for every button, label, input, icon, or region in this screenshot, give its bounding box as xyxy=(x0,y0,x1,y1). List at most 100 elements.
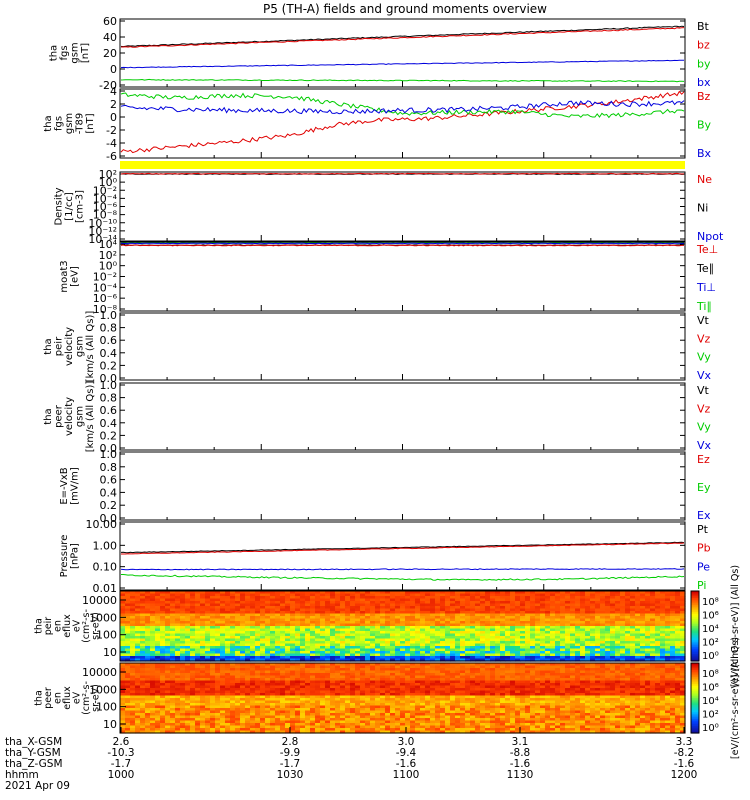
spectrogram-cell xyxy=(210,703,216,707)
spectrogram-cell xyxy=(420,611,426,615)
spectrogram-cell xyxy=(240,616,246,620)
spectrogram-cell xyxy=(165,670,171,674)
spectrogram-cell xyxy=(130,703,136,707)
spectrogram-cell xyxy=(285,710,291,714)
spectrogram-cell xyxy=(245,653,251,657)
spectrogram-cell xyxy=(275,633,281,637)
spectrogram-cell xyxy=(615,636,621,640)
spectrogram-cell xyxy=(260,596,266,600)
spectrogram-cell xyxy=(555,646,561,650)
spectrogram-cell xyxy=(295,723,301,727)
spectrogram-cell xyxy=(550,636,556,640)
spectrogram-cell xyxy=(275,705,281,709)
spectrogram-cell xyxy=(410,648,416,652)
spectrogram-cell xyxy=(300,618,306,622)
spectrogram-cell xyxy=(190,693,196,697)
spectrogram-cell xyxy=(190,708,196,712)
spectrogram-cell xyxy=(660,643,666,647)
spectrogram-cell xyxy=(450,636,456,640)
spectrogram-cell xyxy=(220,613,226,617)
y-axis-label: fgs xyxy=(54,116,65,131)
spectrogram-cell xyxy=(635,591,641,595)
spectrogram-cell xyxy=(290,675,296,679)
spectrogram-cell xyxy=(520,603,526,607)
spectrogram-cell xyxy=(205,593,211,597)
spectrogram-cell xyxy=(630,648,636,652)
spectrogram-cell xyxy=(515,641,521,645)
spectrogram-cell xyxy=(310,680,316,684)
spectrogram-cell xyxy=(200,603,206,607)
spectrogram-cell xyxy=(185,680,191,684)
spectrogram-cell xyxy=(375,656,381,660)
spectrogram-cell xyxy=(235,646,241,650)
spectrogram-cell xyxy=(345,673,351,677)
spectrogram-cell xyxy=(645,638,651,642)
spectrogram-cell xyxy=(555,596,561,600)
spectrogram-cell xyxy=(565,606,571,610)
spectrogram-cell xyxy=(565,631,571,635)
spectrogram-cell xyxy=(290,698,296,702)
spectrogram-cell xyxy=(195,603,201,607)
spectrogram-cell xyxy=(320,690,326,694)
spectrogram-cell xyxy=(475,621,481,625)
spectrogram-cell xyxy=(460,593,466,597)
spectrogram-cell xyxy=(195,618,201,622)
spectrogram-cell xyxy=(290,680,296,684)
spectrogram-cell xyxy=(525,598,531,602)
spectrogram-cell xyxy=(435,651,441,655)
spectrogram-cell xyxy=(670,631,676,635)
spectrogram-cell xyxy=(575,631,581,635)
spectrogram-cell xyxy=(335,653,341,657)
spectrogram-cell xyxy=(340,651,346,655)
y-tick-label: 0.8 xyxy=(100,392,118,405)
colorbar-segment xyxy=(691,631,699,634)
spectrogram-cell xyxy=(270,643,276,647)
spectrogram-cell xyxy=(290,636,296,640)
spectrogram-cell xyxy=(320,668,326,672)
spectrogram-cell xyxy=(345,658,351,662)
spectrogram-cell xyxy=(645,633,651,637)
spectrogram-cell xyxy=(150,658,156,662)
spectrogram-cell xyxy=(270,611,276,615)
spectrogram-cell xyxy=(490,626,496,630)
spectrogram-cell xyxy=(435,643,441,647)
spectrogram-cell xyxy=(205,713,211,717)
spectrogram-cell xyxy=(140,705,146,709)
spectrogram-cell xyxy=(135,708,141,712)
spectrogram-cell xyxy=(285,698,291,702)
spectrogram-cell xyxy=(185,710,191,714)
spectrogram-cell xyxy=(345,641,351,645)
spectrogram-cell xyxy=(175,643,181,647)
spectrogram-cell xyxy=(380,651,386,655)
spectrogram-cell xyxy=(195,621,201,625)
spectrogram-cell xyxy=(245,703,251,707)
colorbar-segment xyxy=(691,626,699,629)
spectrogram-cell xyxy=(470,651,476,655)
spectrogram-cell xyxy=(475,598,481,602)
spectrogram-cell xyxy=(675,626,681,630)
spectrogram-cell xyxy=(325,723,331,727)
spectrogram-cell xyxy=(145,678,151,682)
spectrogram-cell xyxy=(300,700,306,704)
spectrogram-cell xyxy=(135,648,141,652)
spectrogram-cell xyxy=(210,601,216,605)
spectrogram-cell xyxy=(215,703,221,707)
spectrogram-cell xyxy=(150,705,156,709)
legend-entry: Vx xyxy=(697,439,712,452)
spectrogram-cell xyxy=(400,623,406,627)
spectrogram-cell xyxy=(550,608,556,612)
spectrogram-cell xyxy=(240,646,246,650)
spectrogram-cell xyxy=(165,601,171,605)
spectrogram-cell xyxy=(475,608,481,612)
spectrogram-cell xyxy=(355,653,361,657)
spectrogram-cell xyxy=(290,713,296,717)
spectrogram-cell xyxy=(650,653,656,657)
spectrogram-cell xyxy=(120,718,126,722)
spectrogram-cell xyxy=(355,618,361,622)
spectrogram-cell xyxy=(485,623,491,627)
spectrogram-cell xyxy=(290,623,296,627)
spectrogram-cell xyxy=(480,613,486,617)
spectrogram-cell xyxy=(460,608,466,612)
spectrogram-cell xyxy=(280,673,286,677)
spectrogram-cell xyxy=(280,675,286,679)
